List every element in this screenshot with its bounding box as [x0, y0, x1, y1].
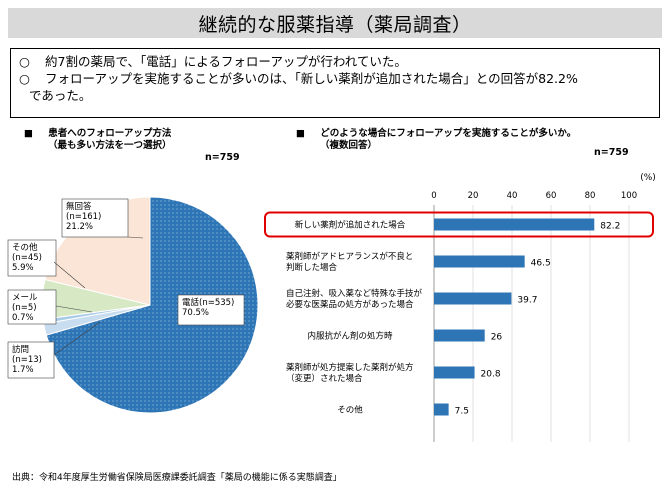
summary-line: 約7割の薬局で、「電話」によるフォローアップが行われていた。 [45, 54, 407, 69]
page-title: 継続的な服薬指導（薬局調査） [198, 13, 472, 36]
summary-line: フォローアップを実施することが多いのは、「新しい薬剤が追加された場合」との回答が… [45, 71, 578, 86]
bar-value-label: 46.5 [531, 259, 551, 269]
category-label: 薬剤師がアドヒアランスが不良と [286, 251, 413, 262]
bar [434, 255, 525, 268]
bar-value-label: 20.8 [481, 370, 501, 380]
pie-label-text: 無回答 [66, 201, 92, 212]
right-section-title: ■ どのような場合にフォローアップを実施することが多いか。 （複数回答） [296, 128, 576, 152]
category-label: 内服抗がん剤の処方時 [307, 331, 393, 342]
pie-chart: 電話(n=535)70.5% 訪問(n=13)1.7% メール(n=5)0.7% その… [7, 196, 259, 414]
pie-label-text: 訪問 [12, 344, 29, 355]
right-title-line1: どのような場合にフォローアップを実施することが多いか。 [320, 128, 577, 139]
bar [434, 292, 512, 305]
pie-label-text: (n=161) [66, 212, 101, 222]
pie-label-text: 5.9% [12, 263, 34, 273]
bar [434, 218, 595, 231]
pie-label-text: 21.2% [66, 222, 93, 232]
pie-leader-line [127, 236, 144, 239]
bar [434, 329, 485, 342]
category-label: 必要な医薬品の処方があった場合 [286, 299, 414, 310]
x-tick-label: 0 [431, 191, 436, 201]
source-note: 出典：令和4年度厚生労働省保険局医療課委託調査「薬局の機能に係る実態調査」 [12, 473, 342, 483]
bar [434, 403, 449, 416]
bar-value-label: 82.2 [600, 222, 620, 232]
summary-box: ○ 約7割の薬局で、「電話」によるフォローアップが行われていた。 ○ フォローア… [10, 48, 660, 118]
x-tick-label: 20 [468, 191, 479, 201]
bar-chart: (%) 0 20 40 60 80 100 82.2 新しい薬剤が追加された場合 46.5 薬剤師が… [264, 173, 656, 442]
pie-label-text: 0.7% [12, 313, 34, 323]
category-label: 新しい薬剤が追加された場合 [295, 220, 406, 231]
category-label: （変更）された場合 [286, 373, 363, 384]
pie-leader-line [53, 261, 86, 289]
pie-label-text: 電話(n=535) [182, 297, 234, 308]
summary-item: ○ フォローアップを実施することが多いのは、「新しい薬剤が追加された場合」との回… [19, 70, 651, 87]
right-title-line2: （複数回答） [320, 140, 378, 151]
pie-label-text: (n=45) [12, 253, 42, 263]
left-title-line1: 患者へのフォローアップ方法 [48, 128, 172, 139]
category-label: その他 [337, 405, 363, 416]
highlight-frame [264, 211, 654, 238]
bar-value-label: 26 [491, 333, 503, 343]
bar-value-label: 39.7 [517, 296, 537, 306]
pie-label-box [7, 239, 57, 277]
pie-label-text: (n=5) [12, 303, 37, 313]
x-tick-label: 60 [546, 191, 557, 201]
pie-label-box [7, 341, 55, 379]
summary-line: であった。 [29, 88, 92, 103]
section-marker: ■ [24, 128, 33, 139]
left-n-label: n=759 [205, 152, 240, 163]
bar [434, 366, 475, 379]
pie-leader-line [53, 321, 101, 356]
bullet-mark: ○ [19, 71, 30, 86]
pie-label-text: 1.7% [12, 365, 34, 375]
section-marker: ■ [296, 128, 305, 139]
bar-value-label: 7.5 [455, 407, 469, 417]
pie-label-text: その他 [12, 242, 38, 253]
category-label: 判断した場合 [286, 262, 338, 273]
left-title-line2: （最も多い方法を一つ選択） [48, 140, 172, 151]
pie-label-text: (n=13) [12, 355, 42, 365]
pie-label-text: 70.5% [182, 308, 209, 318]
category-label: 薬剤師が処方提案した薬剤が処方 [286, 362, 414, 373]
pie-leader-line [55, 305, 93, 313]
pie-slice [45, 196, 259, 414]
bullet-mark: ○ [19, 54, 30, 69]
pie-label-box [177, 294, 245, 326]
right-n-label: n=759 [594, 147, 629, 158]
title-bar: 継続的な服薬指導（薬局調査） [8, 8, 662, 38]
pie-label-box [7, 289, 57, 325]
x-tick-label: 40 [507, 191, 518, 201]
summary-item: ○ 約7割の薬局で、「電話」によるフォローアップが行われていた。 [19, 53, 651, 70]
left-section-title: ■ 患者へのフォローアップ方法 （最も多い方法を一つ選択） [24, 128, 172, 152]
x-tick-label: 100 [621, 191, 637, 201]
axis-unit-label: (%) [640, 173, 656, 183]
x-tick-label: 80 [585, 191, 596, 201]
pie-label-text: メール [12, 293, 38, 303]
pie-label-box [61, 198, 129, 238]
category-label: 自己注射、吸入薬など特殊な手技が [286, 288, 423, 299]
